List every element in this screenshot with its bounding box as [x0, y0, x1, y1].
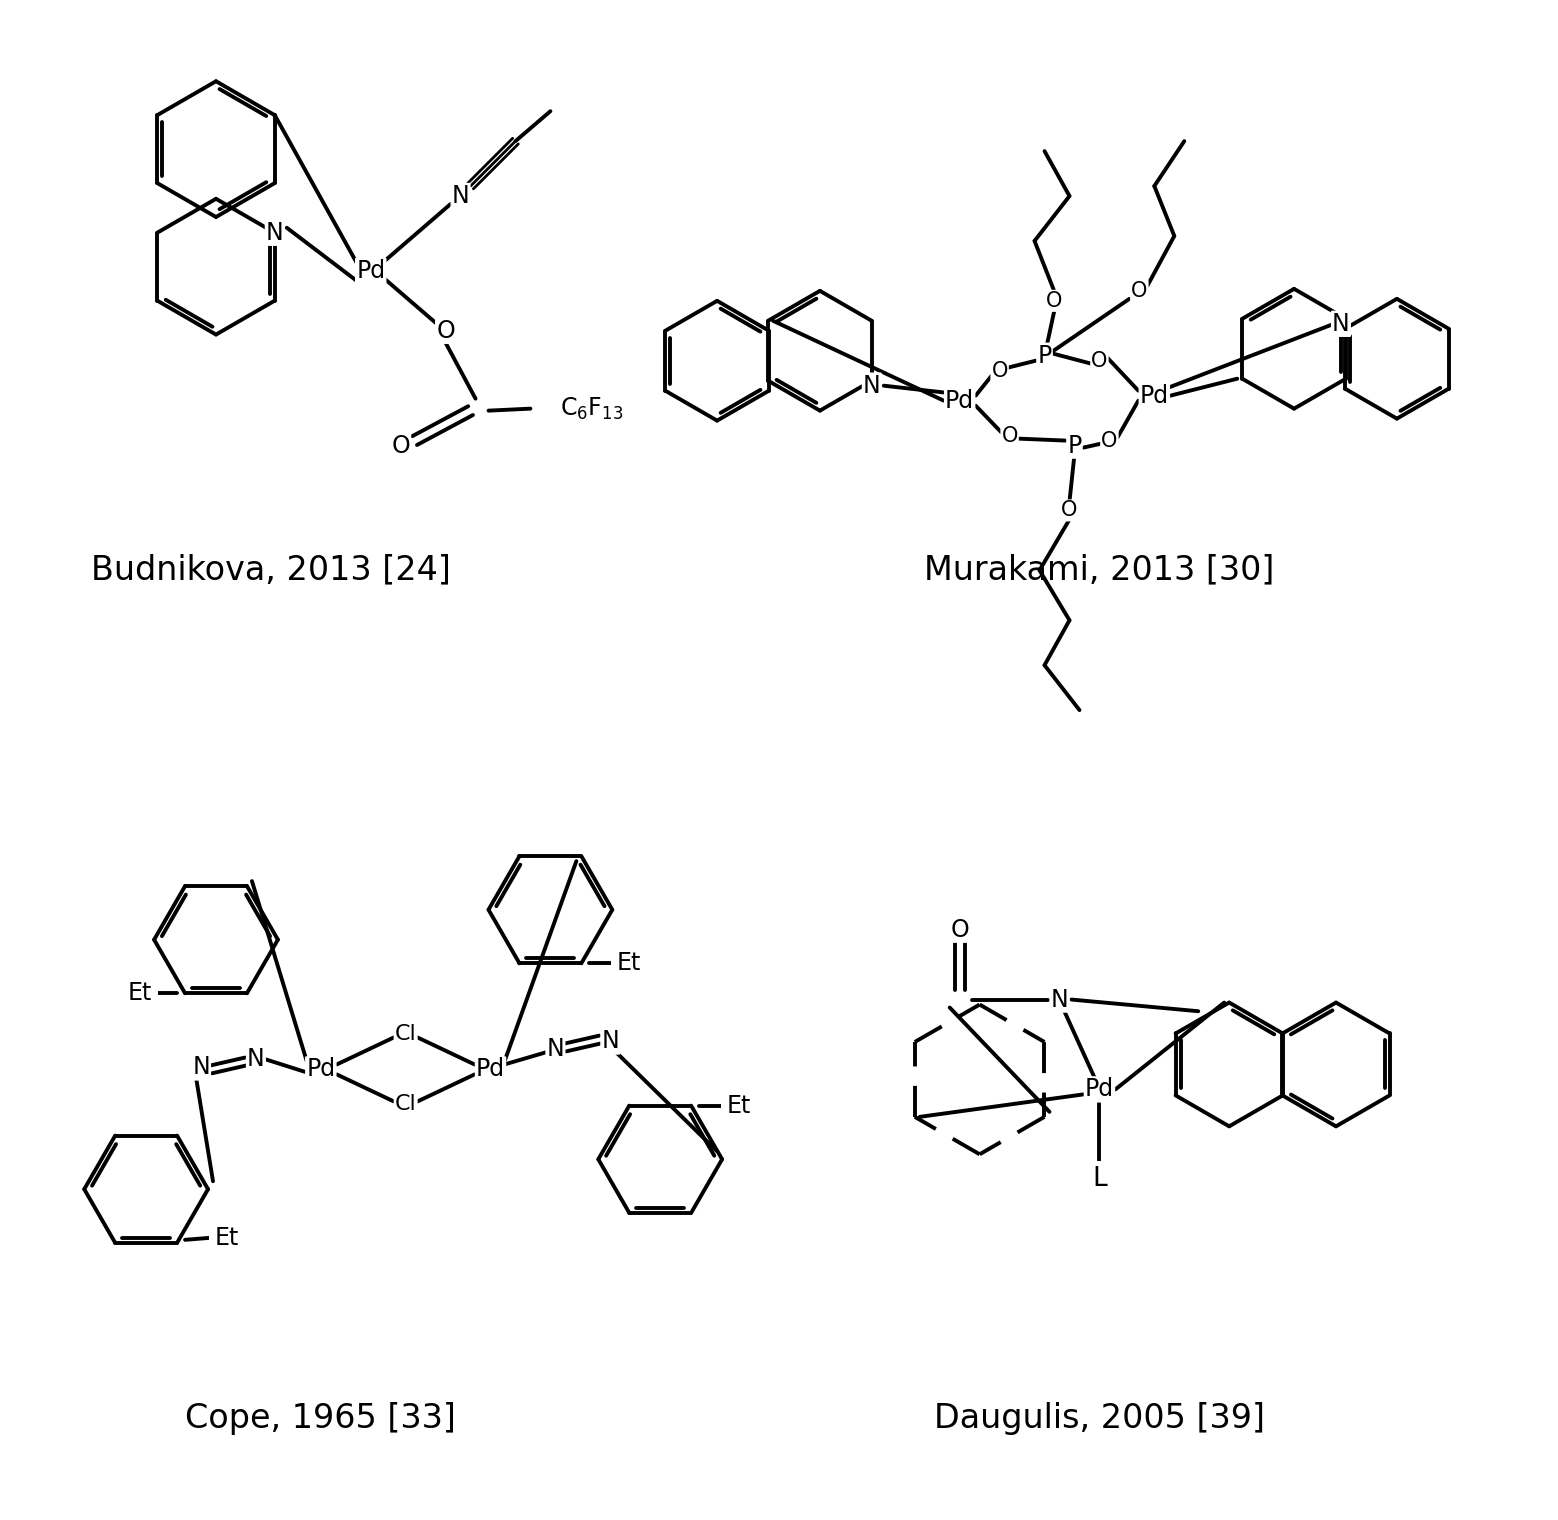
Text: O: O — [1091, 351, 1108, 371]
Text: Et: Et — [215, 1225, 240, 1249]
Text: Cl: Cl — [394, 1024, 416, 1044]
Text: O: O — [436, 319, 455, 344]
Text: C$_6$F$_{13}$: C$_6$F$_{13}$ — [561, 395, 623, 421]
Text: N: N — [248, 1047, 265, 1072]
Text: Murakami, 2013 [30]: Murakami, 2013 [30] — [924, 553, 1274, 587]
Text: Pd: Pd — [307, 1058, 335, 1081]
Text: O: O — [1002, 426, 1017, 445]
Text: N: N — [266, 220, 284, 245]
Text: O: O — [1131, 281, 1148, 301]
Text: P: P — [1038, 344, 1052, 368]
Text: N: N — [1332, 312, 1349, 336]
Text: O: O — [391, 433, 410, 458]
Text: N: N — [452, 184, 469, 208]
Text: Pd: Pd — [946, 389, 974, 412]
Text: Pd: Pd — [1084, 1078, 1114, 1102]
Text: L: L — [1092, 1166, 1106, 1192]
Text: P: P — [1067, 433, 1081, 458]
Text: Pd: Pd — [475, 1058, 505, 1081]
Text: Cope, 1965 [33]: Cope, 1965 [33] — [185, 1403, 456, 1435]
Text: O: O — [1102, 430, 1117, 450]
Text: N: N — [863, 374, 880, 398]
Text: Et: Et — [728, 1094, 751, 1117]
Text: Daugulis, 2005 [39]: Daugulis, 2005 [39] — [933, 1403, 1265, 1435]
Text: O: O — [950, 918, 969, 942]
Text: Budnikova, 2013 [24]: Budnikova, 2013 [24] — [90, 553, 450, 587]
Text: N: N — [547, 1038, 564, 1061]
Text: O: O — [1061, 500, 1078, 520]
Text: Et: Et — [128, 982, 153, 1005]
Text: Pd: Pd — [357, 258, 385, 283]
Text: Cl: Cl — [394, 1094, 416, 1114]
Text: Et: Et — [617, 952, 642, 976]
Text: O: O — [991, 360, 1008, 380]
Text: N: N — [192, 1055, 210, 1079]
Text: N: N — [601, 1029, 619, 1053]
Text: Pd: Pd — [1140, 383, 1168, 407]
Text: O: O — [1047, 290, 1063, 312]
Text: N: N — [1050, 988, 1069, 1012]
